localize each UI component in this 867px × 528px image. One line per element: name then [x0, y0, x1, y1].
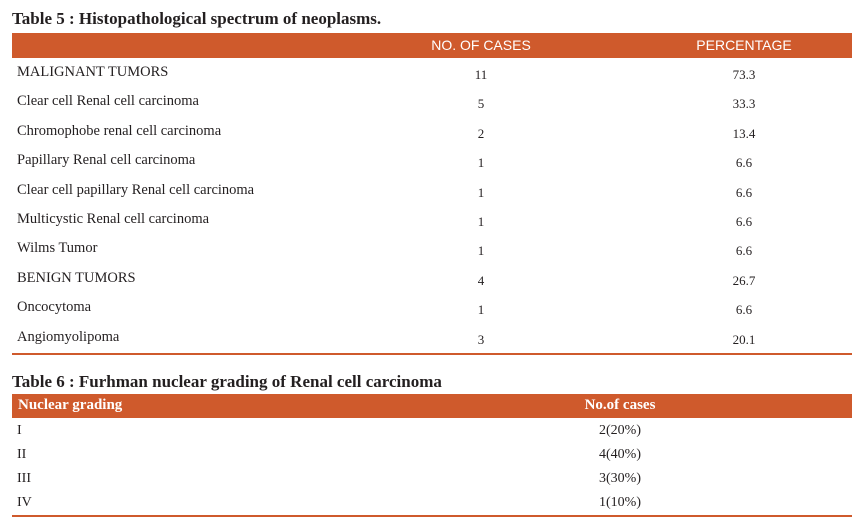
table5: NO. OF CASES PERCENTAGE MALIGNANT TUMORS…: [12, 33, 852, 355]
table5-caption: Table 5 : Histopathological spectrum of …: [12, 9, 382, 28]
table6-header-cases: No.of cases: [584, 397, 656, 413]
table-row: Clear cell papillary Renal cell carcinom…: [12, 176, 852, 205]
table-row: Papillary Renal cell carcinoma 1 6.6: [12, 146, 852, 175]
cases-cell: 1: [477, 302, 485, 318]
table5-header-cases: NO. OF CASES: [431, 37, 531, 53]
cases-cell: 3(30%): [599, 471, 641, 486]
grade-cell: I: [17, 423, 22, 438]
row-label: Wilms Tumor: [17, 240, 98, 257]
cases-cell: 2: [477, 125, 485, 141]
table-row: IV 1(10%): [12, 490, 852, 514]
row-label: Multicystic Renal cell carcinoma: [17, 210, 210, 227]
percentage-cell: 6.6: [735, 184, 753, 200]
table6-caption: Table 6 : Furhman nuclear grading of Ren…: [12, 372, 442, 391]
percentage-cell: 6.6: [735, 302, 753, 318]
cases-cell: 4(40%): [599, 447, 641, 462]
table6-header-row: Nuclear grading No.of cases: [12, 394, 852, 418]
table-row: Oncocytoma 1 6.6: [12, 293, 852, 322]
cases-cell: 3: [477, 331, 485, 347]
grade-cell: II: [17, 447, 27, 462]
table5-header-percentage: PERCENTAGE: [696, 37, 792, 53]
cases-cell: 1: [477, 213, 485, 229]
grade-cell: III: [17, 471, 31, 486]
cases-cell: 1(10%): [599, 495, 641, 510]
table-row: Angiomyolipoma 3 20.1: [12, 323, 852, 352]
table-row: I 2(20%): [12, 418, 852, 442]
table6-body: I 2(20%) II 4(40%) III 3(30%) IV 1(10%): [12, 418, 852, 514]
row-label: Papillary Renal cell carcinoma: [17, 152, 196, 169]
table-row: II 4(40%): [12, 442, 852, 466]
row-label: Angiomyolipoma: [17, 328, 120, 345]
row-label: Chromophobe renal cell carcinoma: [17, 122, 222, 139]
table-row: BENIGN TUMORS 4 26.7: [12, 264, 852, 293]
row-label: Clear cell Renal cell carcinoma: [17, 93, 199, 110]
percentage-cell: 13.4: [732, 125, 756, 141]
table6-header-grade: Nuclear grading: [18, 397, 123, 413]
table5-body: MALIGNANT TUMORS 11 73.3 Clear cell Renal c…: [12, 58, 852, 352]
percentage-cell: 6.6: [735, 213, 753, 229]
percentage-cell: 73.3: [732, 67, 756, 82]
cases-cell: 2(20%): [599, 423, 641, 438]
percentage-cell: 6.6: [735, 243, 753, 259]
percentage-cell: 26.7: [732, 272, 756, 288]
grade-cell: IV: [17, 495, 32, 510]
cases-cell: 1: [477, 184, 485, 200]
cases-cell: 4: [477, 272, 485, 288]
row-label: Clear cell papillary Renal cell carcinom…: [17, 181, 255, 198]
cases-cell: 1: [477, 243, 485, 259]
table-row: Chromophobe renal cell carcinoma 2 13.4: [12, 117, 852, 146]
table-row: Wilms Tumor 1 6.6: [12, 234, 852, 263]
row-label: MALIGNANT TUMORS: [17, 64, 169, 80]
percentage-cell: 33.3: [732, 96, 756, 112]
table-row: Clear cell Renal cell carcinoma 5 33.3: [12, 87, 852, 116]
percentage-cell: 6.6: [735, 155, 753, 171]
table5-bottom-rule: [12, 352, 852, 355]
cases-cell: 5: [477, 96, 485, 112]
table6-bottom-rule: [12, 515, 852, 517]
table-row: III 3(30%): [12, 466, 852, 490]
percentage-cell: 20.1: [732, 331, 756, 347]
row-label: Oncocytoma: [17, 299, 92, 316]
row-label: BENIGN TUMORS: [17, 269, 136, 286]
table5-header-row: NO. OF CASES PERCENTAGE: [12, 33, 852, 58]
cases-cell: 1: [477, 155, 485, 171]
cases-cell: 11: [474, 67, 488, 82]
table-row: Multicystic Renal cell carcinoma 1 6.6: [12, 205, 852, 234]
table-row: MALIGNANT TUMORS 11 73.3: [12, 58, 852, 87]
table6: Nuclear grading No.of cases I 2(20%) II 4(4…: [12, 394, 852, 517]
